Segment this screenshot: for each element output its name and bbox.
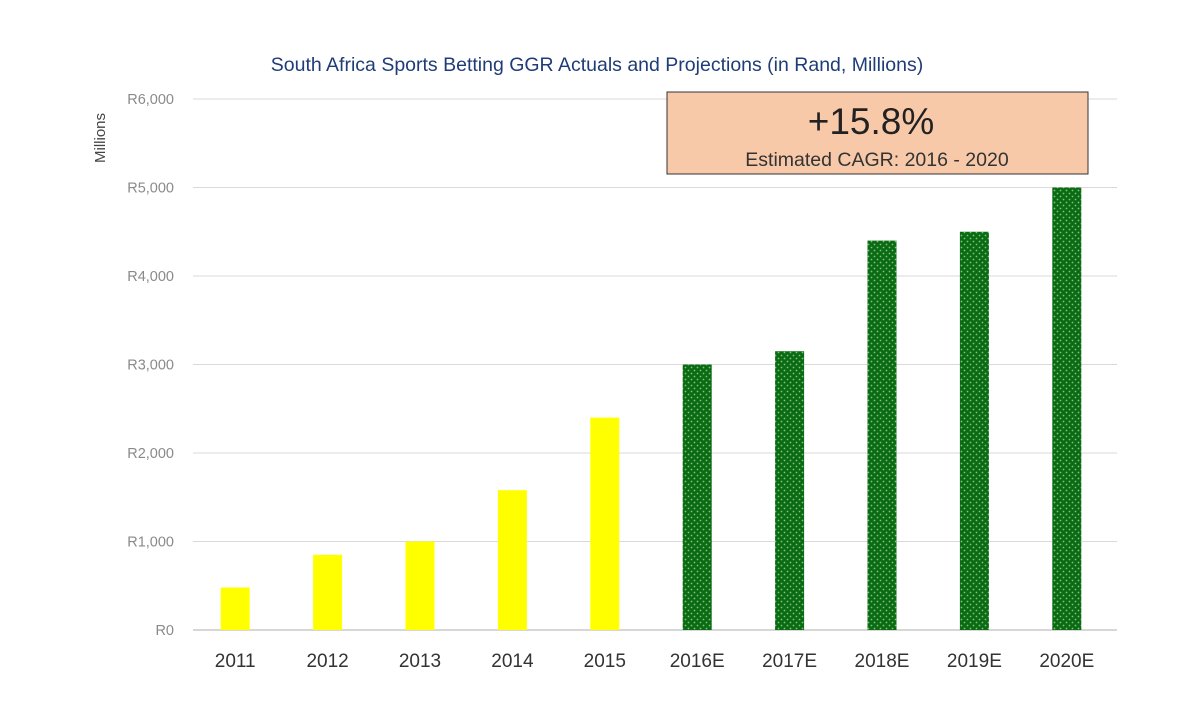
actual-bar (220, 587, 250, 630)
y-axis-label: Millions (92, 113, 109, 163)
x-tick-label: 2016E (670, 651, 725, 672)
cagr-callout-box (666, 91, 1089, 175)
actual-bar (405, 541, 435, 630)
actual-bar (313, 554, 343, 630)
y-tick-label: R4,000 (127, 269, 174, 285)
y-tick-label: R3,000 (127, 358, 174, 374)
y-tick-label: R2,000 (127, 446, 174, 462)
projection-bar (867, 240, 897, 630)
actual-bar (590, 417, 620, 630)
x-tick-label: 2012 (306, 651, 348, 672)
y-tick-label: R0 (155, 623, 174, 639)
x-tick-label: 2019E (947, 651, 1002, 672)
actual-bar (497, 490, 527, 630)
x-tick-label: 2013 (399, 651, 441, 672)
x-tick-label: 2020E (1039, 651, 1094, 672)
y-tick-label: R1,000 (127, 535, 174, 551)
x-tick-label: 2014 (491, 651, 534, 672)
chart-title: South Africa Sports Betting GGR Actuals … (271, 54, 923, 76)
bars (220, 187, 1082, 630)
projection-bar (775, 351, 805, 630)
x-tick-label: 2018E (855, 651, 910, 672)
projection-bar (959, 231, 989, 630)
y-tick-label: R6,000 (127, 92, 174, 108)
y-axis-ticks: R0 R1,000 R2,000 R3,000 R4,000 R5,000 R6,000 (127, 92, 174, 639)
y-tick-label: R5,000 (127, 181, 174, 197)
x-tick-label: 2015 (584, 651, 626, 672)
x-tick-label: 2011 (215, 651, 256, 672)
x-tick-label: 2017E (762, 651, 817, 672)
cagr-value: +15.8% (808, 101, 935, 142)
projection-bar (682, 364, 712, 630)
x-axis-ticks: 2011 2012 2013 2014 2015 2016E 2017E 2018E 2019E… (215, 651, 1095, 672)
cagr-label: Estimated CAGR: 2016 - 2020 (745, 149, 1009, 171)
cagr-callout: +15.8% Estimated CAGR: 2016 - 2020 (666, 91, 1089, 175)
projection-bar (1052, 187, 1082, 630)
